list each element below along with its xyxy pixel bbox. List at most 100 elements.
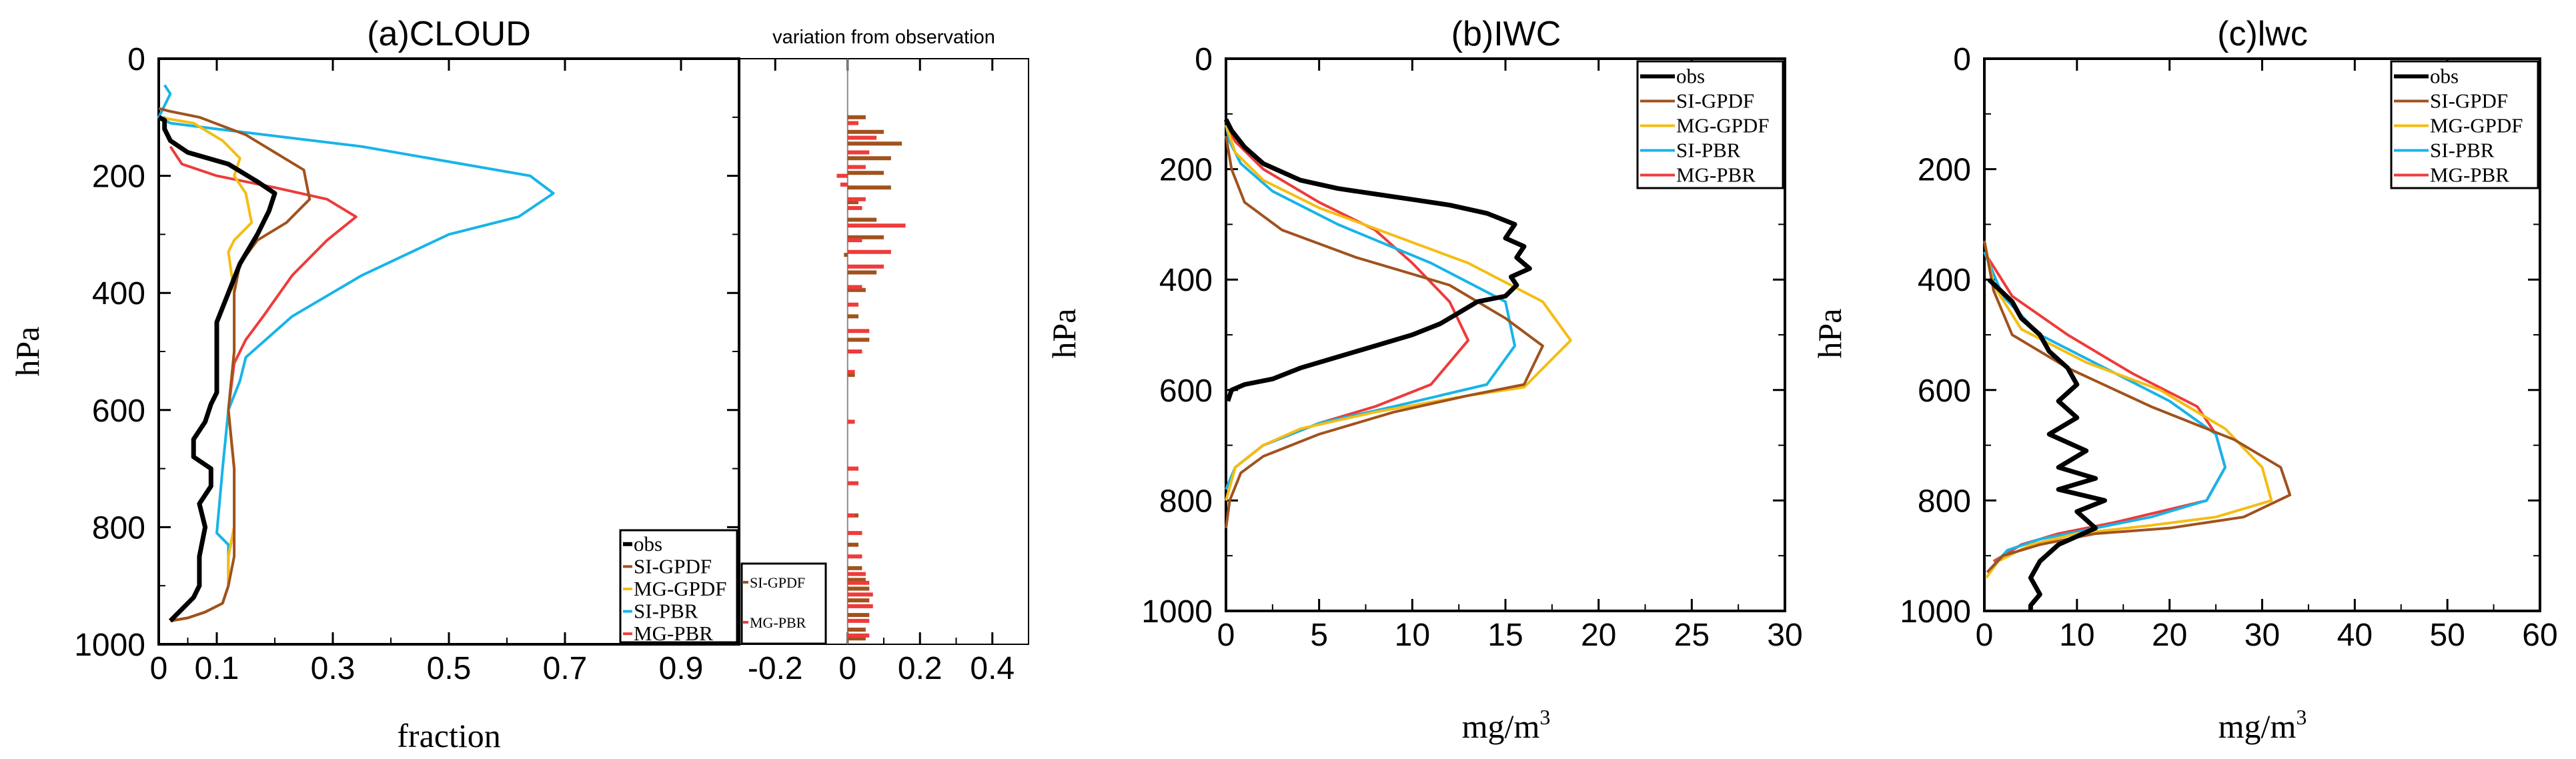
variation-bar-mg-pbr bbox=[847, 513, 855, 518]
x-axis-label: mg/m3 bbox=[2218, 705, 2307, 745]
x-axis-label: mg/m3 bbox=[1462, 705, 1551, 745]
variation-bar-mg-pbr bbox=[847, 481, 859, 486]
series-line-obs bbox=[157, 115, 277, 623]
x-tick-label: 0.9 bbox=[659, 651, 704, 686]
variation-bar-si-gpdf bbox=[847, 115, 866, 119]
x-tick-label: 15 bbox=[1487, 618, 1523, 653]
variation-bar-mg-pbr bbox=[847, 150, 870, 155]
y-tick-label: 800 bbox=[1159, 484, 1213, 519]
variation-bar-mg-pbr bbox=[847, 302, 859, 307]
figure-layer: 0 0.1 0.3 0.5 0.7 0.902004006008001000(a)CLOU… bbox=[9, 15, 2558, 754]
variation-bar-mg-pbr bbox=[847, 633, 870, 638]
x-tick-label: 0.1 bbox=[195, 651, 239, 686]
series-line-obs bbox=[1987, 277, 2107, 611]
y-tick-label: 400 bbox=[92, 276, 145, 311]
y-tick-label: 600 bbox=[92, 394, 145, 429]
x-tick-label: 20 bbox=[2152, 618, 2187, 653]
y-tick-label: 200 bbox=[1159, 153, 1213, 188]
y-axis-label: hPa bbox=[9, 327, 46, 377]
variation-bar-si-gpdf bbox=[847, 129, 884, 134]
x-tick-label: 0.5 bbox=[427, 651, 472, 686]
variation-bar-mg-pbr bbox=[847, 466, 859, 471]
variation-bar-si-gpdf bbox=[847, 636, 866, 641]
x-tick-label: 0.3 bbox=[311, 651, 356, 686]
series-line-si-gpdf bbox=[1983, 240, 2292, 574]
panel-c: 0 10 20 30 40 50 6002004006008001000(c)lwchPam… bbox=[1811, 15, 2558, 745]
y-tick-label: 800 bbox=[92, 510, 145, 546]
y-tick-label: 200 bbox=[92, 159, 145, 195]
variation-bar-si-gpdf bbox=[847, 373, 855, 377]
variation-bar-si-gpdf bbox=[847, 613, 870, 618]
x-tick-label: 25 bbox=[1674, 618, 1710, 653]
panel-a-variation: -0.2 0 0.2 0.4 variation from observation SI-… bbox=[738, 27, 1029, 686]
variation-bar-si-gpdf bbox=[847, 185, 891, 190]
legend-label: MG-PBR bbox=[750, 614, 806, 631]
x-tick-label: 30 bbox=[1767, 618, 1802, 653]
legend-label: MG-PBR bbox=[634, 622, 713, 645]
x-tick-label: 10 bbox=[2059, 618, 2094, 653]
y-tick-label: 600 bbox=[1918, 373, 1971, 409]
variation-bar-mg-pbr bbox=[847, 264, 884, 269]
variation-bar-mg-pbr bbox=[840, 182, 848, 187]
variation-bar-mg-pbr bbox=[847, 604, 873, 608]
variation-bar-mg-pbr bbox=[847, 572, 866, 576]
plot-frame bbox=[738, 58, 1029, 645]
variation-bar-mg-pbr bbox=[847, 135, 877, 140]
variation-bar-mg-pbr bbox=[847, 238, 862, 243]
x-tick-label: 30 bbox=[2244, 618, 2280, 653]
variation-bar-mg-pbr bbox=[847, 554, 862, 559]
legend-box bbox=[740, 562, 827, 645]
y-tick-label: 400 bbox=[1159, 263, 1213, 298]
legend-label: MG-PBR bbox=[1676, 163, 1756, 187]
x-tick-label: -0.2 bbox=[748, 651, 803, 686]
legend-label: MG-GPDF bbox=[1676, 114, 1770, 137]
x-tick-label: 0.7 bbox=[543, 651, 588, 686]
series-line-si-gpdf bbox=[158, 107, 311, 622]
y-axis-label: hPa bbox=[1045, 309, 1083, 359]
x-tick-label: 0 bbox=[1976, 618, 1994, 653]
series-line-mg-gpdf bbox=[1983, 240, 2273, 579]
x-tick-label: 40 bbox=[2337, 618, 2373, 653]
x-tick-label: 0 bbox=[150, 651, 168, 686]
variation-bar-si-gpdf bbox=[847, 270, 877, 275]
legend-label: MG-GPDF bbox=[634, 577, 727, 600]
legend-label: SI-GPDF bbox=[634, 554, 712, 578]
variation-bar-si-gpdf bbox=[847, 542, 859, 547]
variation-bar-mg-pbr bbox=[847, 349, 862, 353]
y-tick-label: 0 bbox=[1953, 42, 1971, 77]
legend-label: SI-GPDF bbox=[2430, 89, 2508, 113]
legend-label: SI-PBR bbox=[1676, 139, 1741, 162]
series-line-si-gpdf bbox=[1225, 135, 1544, 529]
series-line-obs bbox=[1223, 118, 1532, 402]
variation-bar-mg-pbr bbox=[847, 369, 855, 374]
variation-bar-mg-pbr bbox=[847, 420, 855, 424]
panel-b: 0 5 10 15 20 25 30 0 200 400 600 800 1000 (b)IWC hPa mg… bbox=[1045, 15, 1803, 745]
panel-a: 0 0.1 0.3 0.5 0.7 0.9 0 200 400 600 800 1000 (a)CLOU… bbox=[9, 15, 740, 754]
y-tick-label: 0 bbox=[1195, 42, 1213, 77]
legend-label: obs bbox=[2430, 65, 2459, 88]
y-tick-label: 1000 bbox=[1141, 594, 1213, 630]
variation-bar-mg-pbr bbox=[847, 197, 866, 201]
y-tick-label: 0 bbox=[127, 42, 145, 77]
legend-box bbox=[619, 529, 738, 644]
variation-bar-si-gpdf bbox=[847, 337, 870, 342]
y-tick-label: 1000 bbox=[74, 628, 145, 663]
legend-label: SI-PBR bbox=[634, 600, 698, 623]
variation-bar-mg-pbr bbox=[847, 285, 862, 289]
legend-label: MG-GPDF bbox=[2430, 114, 2523, 137]
variation-bar-si-gpdf bbox=[847, 287, 866, 292]
chart-title: (c)lwc bbox=[2217, 15, 2308, 53]
variation-bar-mg-pbr bbox=[847, 580, 870, 585]
variation-bar-si-gpdf bbox=[847, 156, 891, 161]
series-line-mg-gpdf bbox=[158, 115, 253, 622]
x-tick-label: 0.2 bbox=[898, 651, 942, 686]
x-tick-label: 0 bbox=[838, 651, 856, 686]
variation-bar-si-gpdf bbox=[847, 578, 866, 582]
variation-bar-si-gpdf bbox=[847, 171, 884, 175]
legend-label: obs bbox=[1676, 65, 1705, 88]
x-tick-label: 0.4 bbox=[970, 651, 1015, 686]
variation-bar-si-gpdf bbox=[847, 235, 884, 239]
x-tick-label: 5 bbox=[1310, 618, 1328, 653]
x-tick-label: 60 bbox=[2522, 618, 2557, 653]
